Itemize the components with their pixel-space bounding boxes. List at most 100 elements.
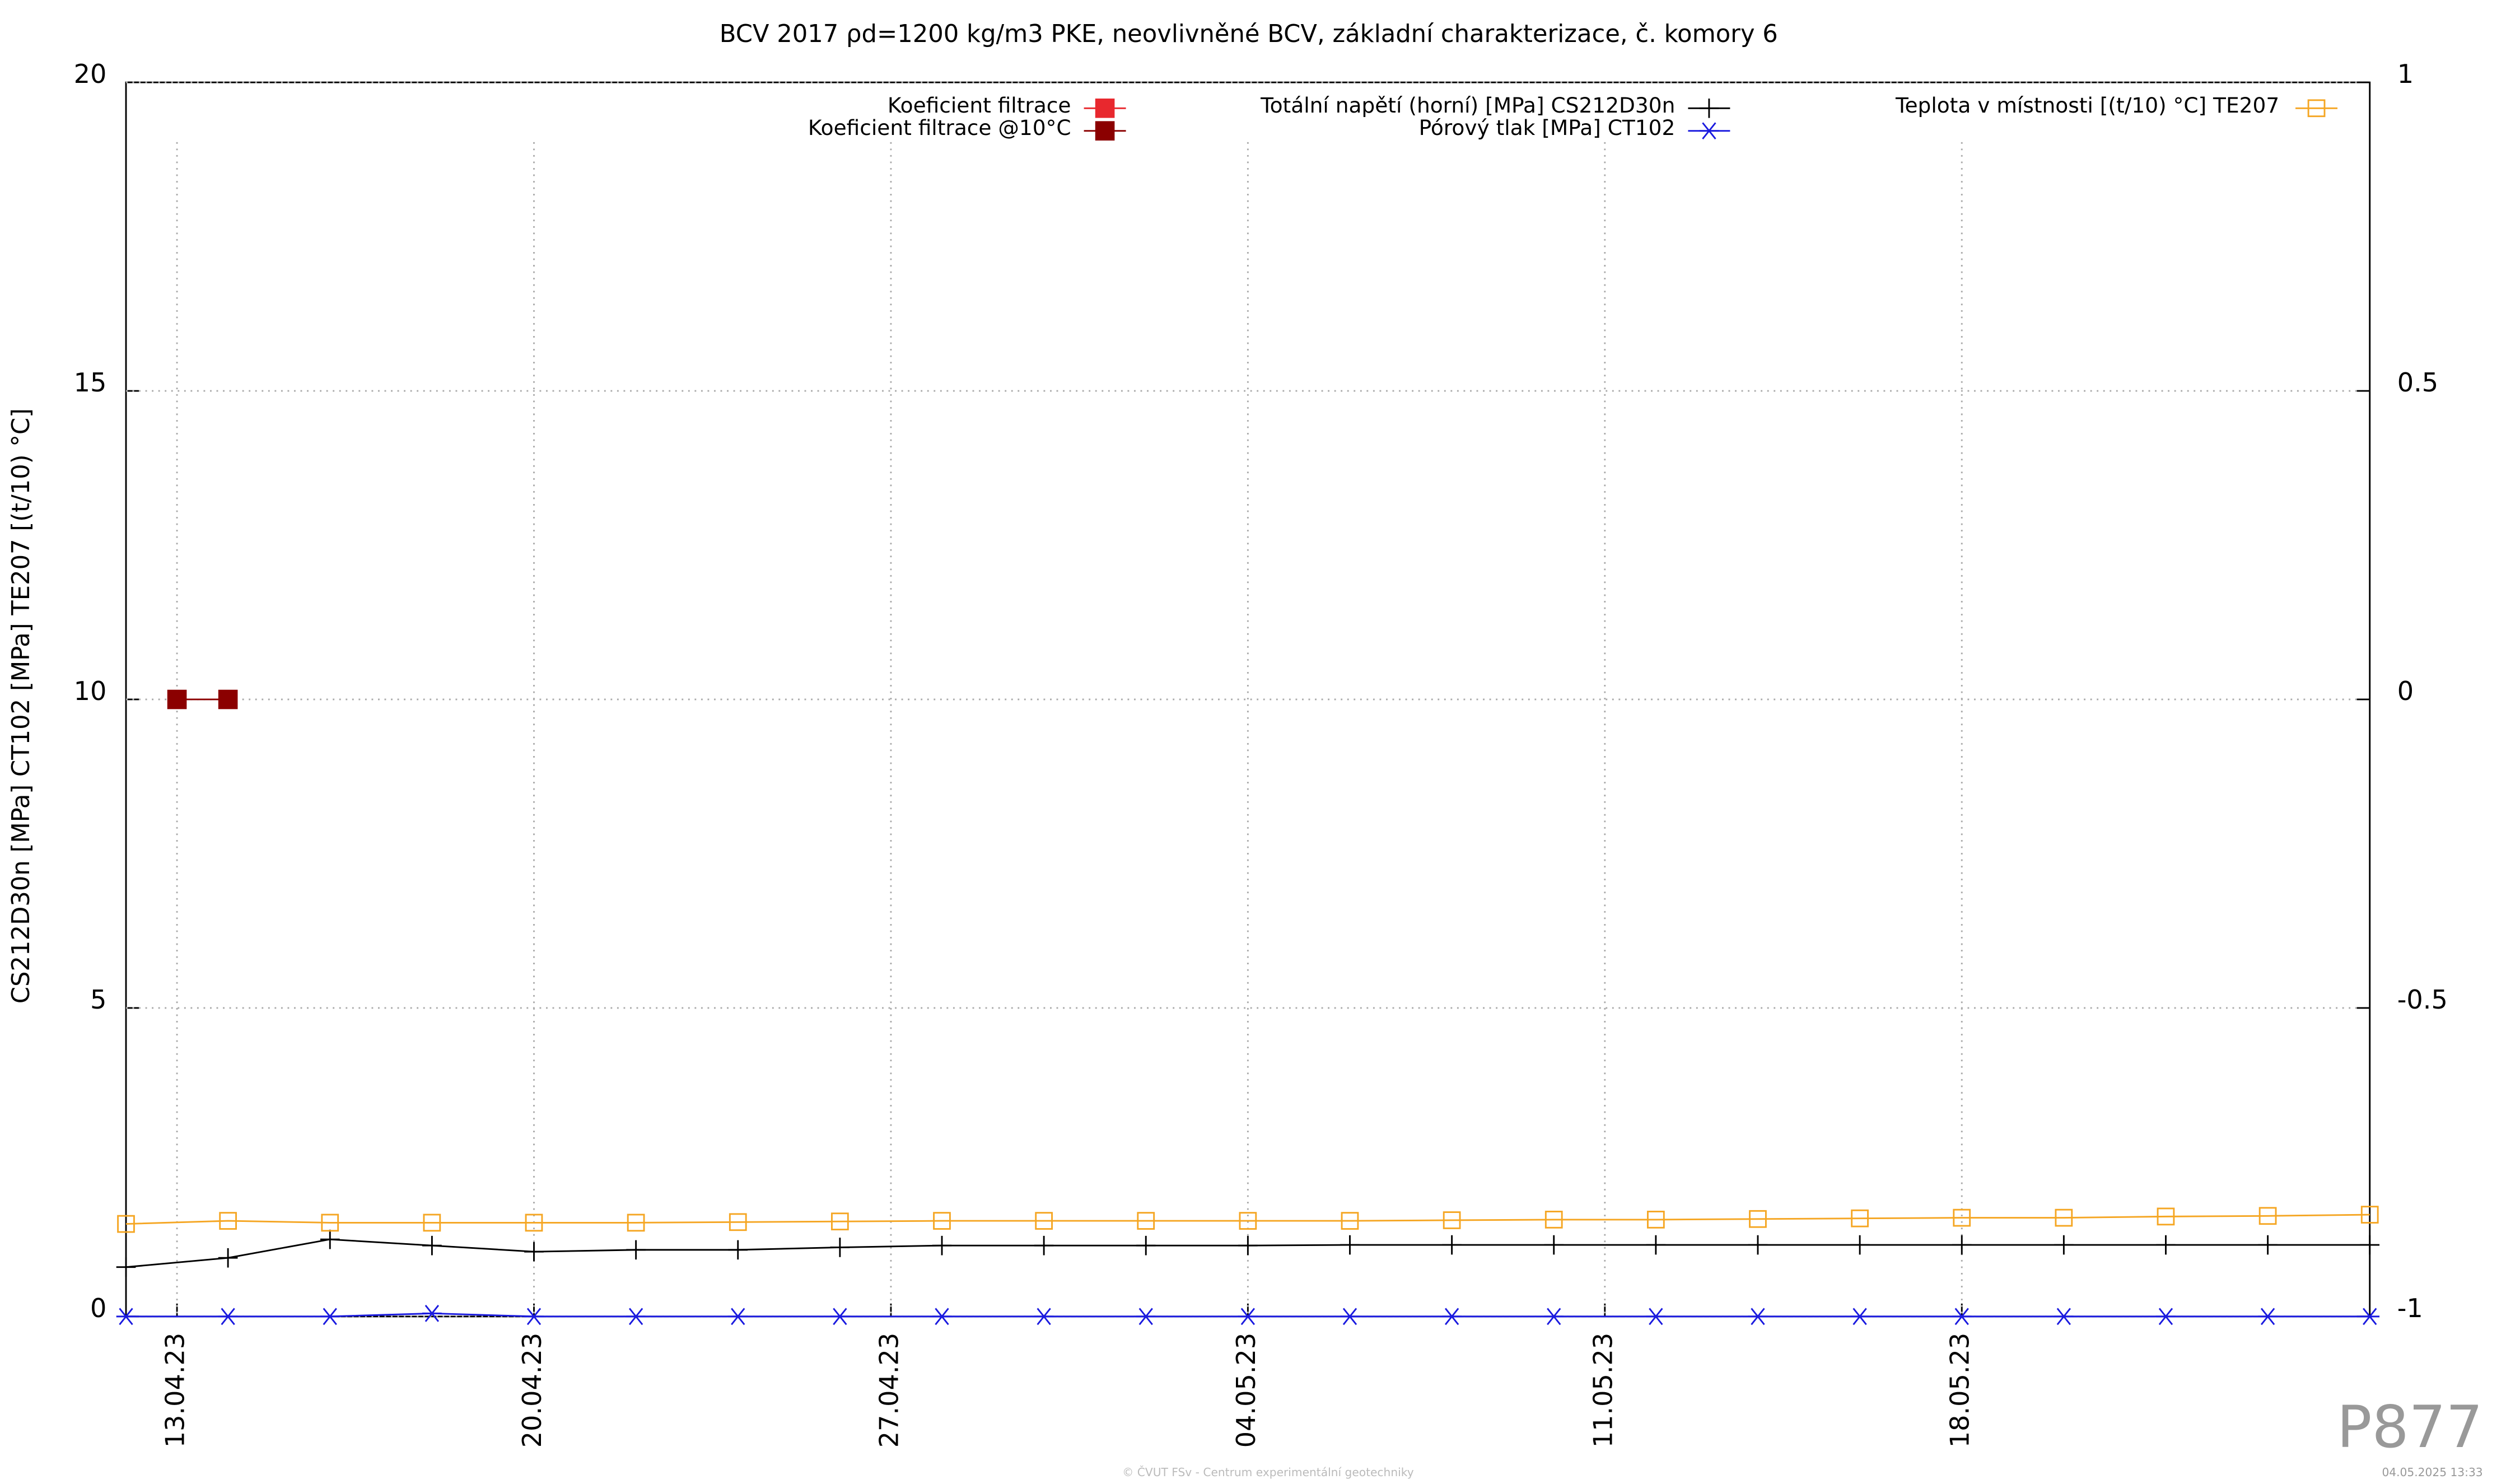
marker	[1851, 1209, 1869, 1228]
y-tick-label: 20	[74, 59, 107, 89]
legend-marker	[1095, 121, 1115, 141]
marker	[2156, 1235, 2176, 1255]
x-tick-label: 27.04.23	[874, 1333, 904, 1448]
legend-marker	[2307, 99, 2326, 118]
y-tick-label: 10	[74, 676, 107, 706]
marker	[1443, 1211, 1461, 1229]
marker	[1442, 1308, 1462, 1326]
x-tick-label: 20.04.23	[517, 1333, 547, 1448]
marker	[830, 1238, 850, 1257]
marker	[933, 1212, 951, 1230]
marker	[1095, 98, 1115, 118]
marker	[2258, 1235, 2278, 1255]
marker	[2360, 1308, 2380, 1326]
marker	[1699, 98, 1719, 118]
marker	[1544, 1308, 1564, 1326]
series	[116, 1305, 2380, 1326]
marker	[116, 1257, 136, 1277]
marker	[422, 1305, 442, 1322]
marker	[1239, 1212, 1257, 1230]
marker	[2258, 1308, 2278, 1326]
marker	[2156, 1308, 2176, 1326]
marker	[1341, 1212, 1359, 1230]
marker	[626, 1240, 646, 1260]
y2-tick-label: 0	[2397, 676, 2414, 706]
y-tick-label: 5	[90, 984, 106, 1015]
marker	[1034, 1235, 1054, 1256]
marker	[2157, 1207, 2175, 1226]
marker	[116, 1308, 136, 1326]
legend-label: Totální napětí (horní) [MPa] CS212D30n	[1260, 93, 1675, 118]
y2-tick-label: 1	[2397, 59, 2414, 89]
marker	[423, 1214, 441, 1232]
legend-marker	[1699, 98, 1719, 118]
marker	[218, 689, 238, 710]
y-tick-label: 0	[90, 1293, 106, 1323]
marker	[167, 689, 187, 710]
marker	[1952, 1308, 1972, 1326]
marker	[1748, 1308, 1768, 1326]
marker	[1034, 1308, 1054, 1326]
marker	[1442, 1235, 1462, 1255]
marker	[1646, 1235, 1666, 1255]
marker	[1850, 1308, 1870, 1326]
legend-marker	[1699, 122, 1719, 139]
marker	[218, 1308, 238, 1326]
legend-label: Koeficient filtrace	[888, 93, 1071, 118]
x-tick-label: 13.04.23	[160, 1333, 190, 1448]
marker	[1646, 1308, 1666, 1326]
marker	[1137, 1212, 1155, 1230]
marker	[218, 1248, 238, 1268]
marker	[1748, 1235, 1768, 1255]
marker	[728, 1240, 748, 1260]
marker	[831, 1212, 849, 1231]
marker	[1544, 1211, 1563, 1229]
marker	[2360, 1235, 2380, 1255]
marker	[1340, 1235, 1360, 1255]
marker	[524, 1308, 544, 1326]
series	[167, 689, 238, 710]
marker	[525, 1214, 543, 1232]
marker	[117, 1215, 135, 1233]
timestamp: 04.05.2025 13:33	[2382, 1466, 2482, 1479]
marker	[626, 1308, 646, 1326]
marker	[2054, 1308, 2074, 1326]
marker	[1544, 1235, 1564, 1255]
footer: © ČVUT FSv - Centrum experimentální geot…	[1122, 1466, 1414, 1479]
marker	[1953, 1208, 1971, 1227]
x-tick-label: 18.05.23	[1945, 1333, 1975, 1448]
series	[117, 1206, 2379, 1233]
marker	[932, 1235, 952, 1256]
marker	[627, 1214, 645, 1232]
marker	[1340, 1308, 1360, 1326]
y-tick-label: 15	[74, 367, 107, 398]
marker	[830, 1308, 850, 1326]
marker	[2258, 1207, 2277, 1225]
marker	[321, 1214, 339, 1232]
marker	[1749, 1210, 1767, 1228]
legend-label: Pórový tlak [MPa] CT102	[1419, 115, 1676, 140]
y2-tick-label: -0.5	[2397, 984, 2448, 1015]
marker	[524, 1242, 544, 1262]
series-line	[125, 1214, 2370, 1225]
marker	[728, 1308, 748, 1326]
marker	[1699, 122, 1719, 139]
y-axis-label: CS212D30n [MPa] CT102 [MPa] TE207 [(t/10…	[7, 408, 35, 1004]
marker	[1850, 1235, 1870, 1255]
marker	[1952, 1235, 1972, 1255]
y2-tick-label: -1	[2397, 1293, 2423, 1323]
marker	[1646, 1211, 1665, 1229]
marker	[932, 1308, 952, 1326]
legend-label: Koeficient filtrace @10°C	[808, 115, 1071, 140]
marker	[1238, 1235, 1258, 1256]
series	[116, 1229, 2380, 1277]
marker	[1035, 1212, 1053, 1230]
legend-marker	[1095, 98, 1115, 118]
legend-label: Teplota v místnosti [(t/10) °C] TE207	[1895, 93, 2279, 118]
marker	[1136, 1308, 1156, 1326]
x-tick-label: 04.05.23	[1231, 1333, 1261, 1448]
marker	[422, 1235, 442, 1256]
y2-tick-label: 0.5	[2397, 367, 2438, 398]
